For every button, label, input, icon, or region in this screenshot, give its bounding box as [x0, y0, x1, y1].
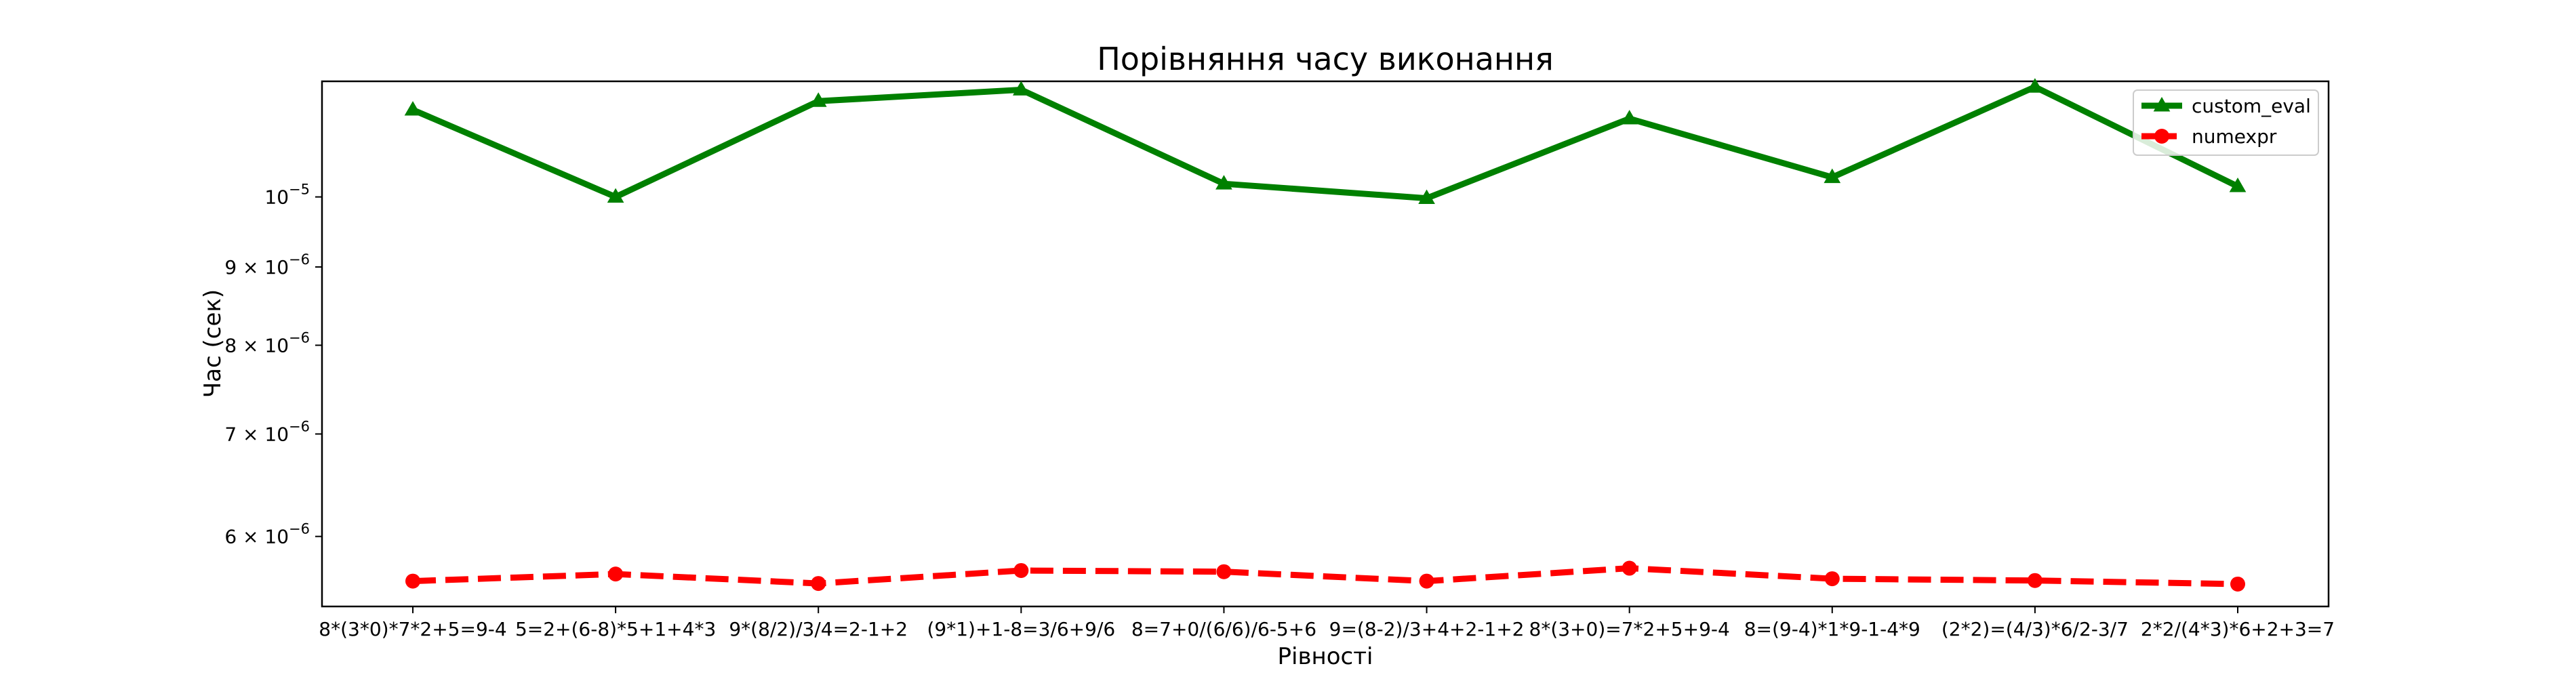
plot-area: [321, 80, 2330, 608]
chart-title: Порівняння часу виконання: [1097, 41, 1554, 77]
data-point: [2230, 576, 2245, 592]
data-point: [1824, 571, 1840, 587]
data-point: [405, 573, 420, 589]
data-point: [1824, 168, 1841, 184]
x-tick-label: 8=(9-4)*1*9-1-4*9: [1744, 618, 1920, 640]
y-tick-label: 10−5: [264, 182, 310, 209]
data-point: [404, 101, 422, 116]
x-tick-label: (9*1)+1-8=3/6+9/6: [927, 618, 1115, 640]
y-tick-label: 7 × 10−6: [224, 418, 310, 445]
x-tick-label: 8=7+0/(6/6)/6-5+6: [1131, 618, 1316, 640]
data-point: [1215, 175, 1232, 190]
data-point: [1012, 81, 1030, 96]
data-point: [2229, 178, 2247, 192]
data-point: [1216, 564, 1232, 579]
series-custom_eval: [404, 78, 2247, 205]
legend-item-custom_eval: custom_eval: [2141, 95, 2311, 117]
x-axis: 8*(3*0)*7*2+5=9-4 5=2+(6-8)*5+1+4*3 9*(8/2…: [319, 606, 2335, 640]
data-point: [608, 566, 624, 582]
legend-item-numexpr: numexpr: [2141, 125, 2277, 148]
x-axis-label: Рівності: [1278, 643, 1373, 670]
data-point: [2153, 97, 2171, 112]
series-numexpr: [405, 560, 2245, 592]
series-layer: [404, 78, 2247, 592]
y-axis: 6 × 10−6 7 × 10−6 8 × 10−6 9 × 10−6 10−5: [224, 182, 322, 548]
data-point: [607, 188, 624, 203]
data-point: [2154, 129, 2169, 144]
data-point: [1419, 573, 1434, 589]
data-point: [2027, 573, 2042, 588]
x-tick-label: 9=(8-2)/3+4+2-1+2: [1329, 618, 1525, 640]
y-axis-label: Час (сек): [199, 289, 226, 398]
series-line: [411, 83, 2239, 202]
data-point: [1013, 562, 1029, 578]
data-point: [809, 92, 827, 107]
legend-label: custom_eval: [2192, 95, 2311, 117]
x-tick-label: 5=2+(6-8)*5+1+4*3: [515, 618, 716, 640]
x-tick-label: 8*(3*0)*7*2+5=9-4: [319, 618, 506, 640]
x-tick-label: 9*(8/2)/3/4=2-1+2: [729, 618, 908, 640]
data-point: [1418, 189, 1435, 205]
x-tick-label: (2*2)=(4/3)*6/2-3/7: [1941, 618, 2129, 640]
x-tick-label: 2*2/(4*3)*6+2+3=7: [2141, 618, 2335, 640]
data-point: [1622, 560, 1637, 576]
x-tick-label: 8*(3+0)=7*2+5+9-4: [1529, 618, 1730, 640]
data-point: [2026, 78, 2044, 93]
series-line: [412, 565, 2238, 587]
legend-label: numexpr: [2192, 125, 2277, 148]
data-point: [1621, 110, 1638, 125]
y-tick-label: 8 × 10−6: [224, 329, 310, 356]
y-tick-label: 6 × 10−6: [224, 521, 310, 548]
data-point: [811, 576, 826, 592]
y-tick-label: 9 × 10−6: [224, 251, 310, 278]
